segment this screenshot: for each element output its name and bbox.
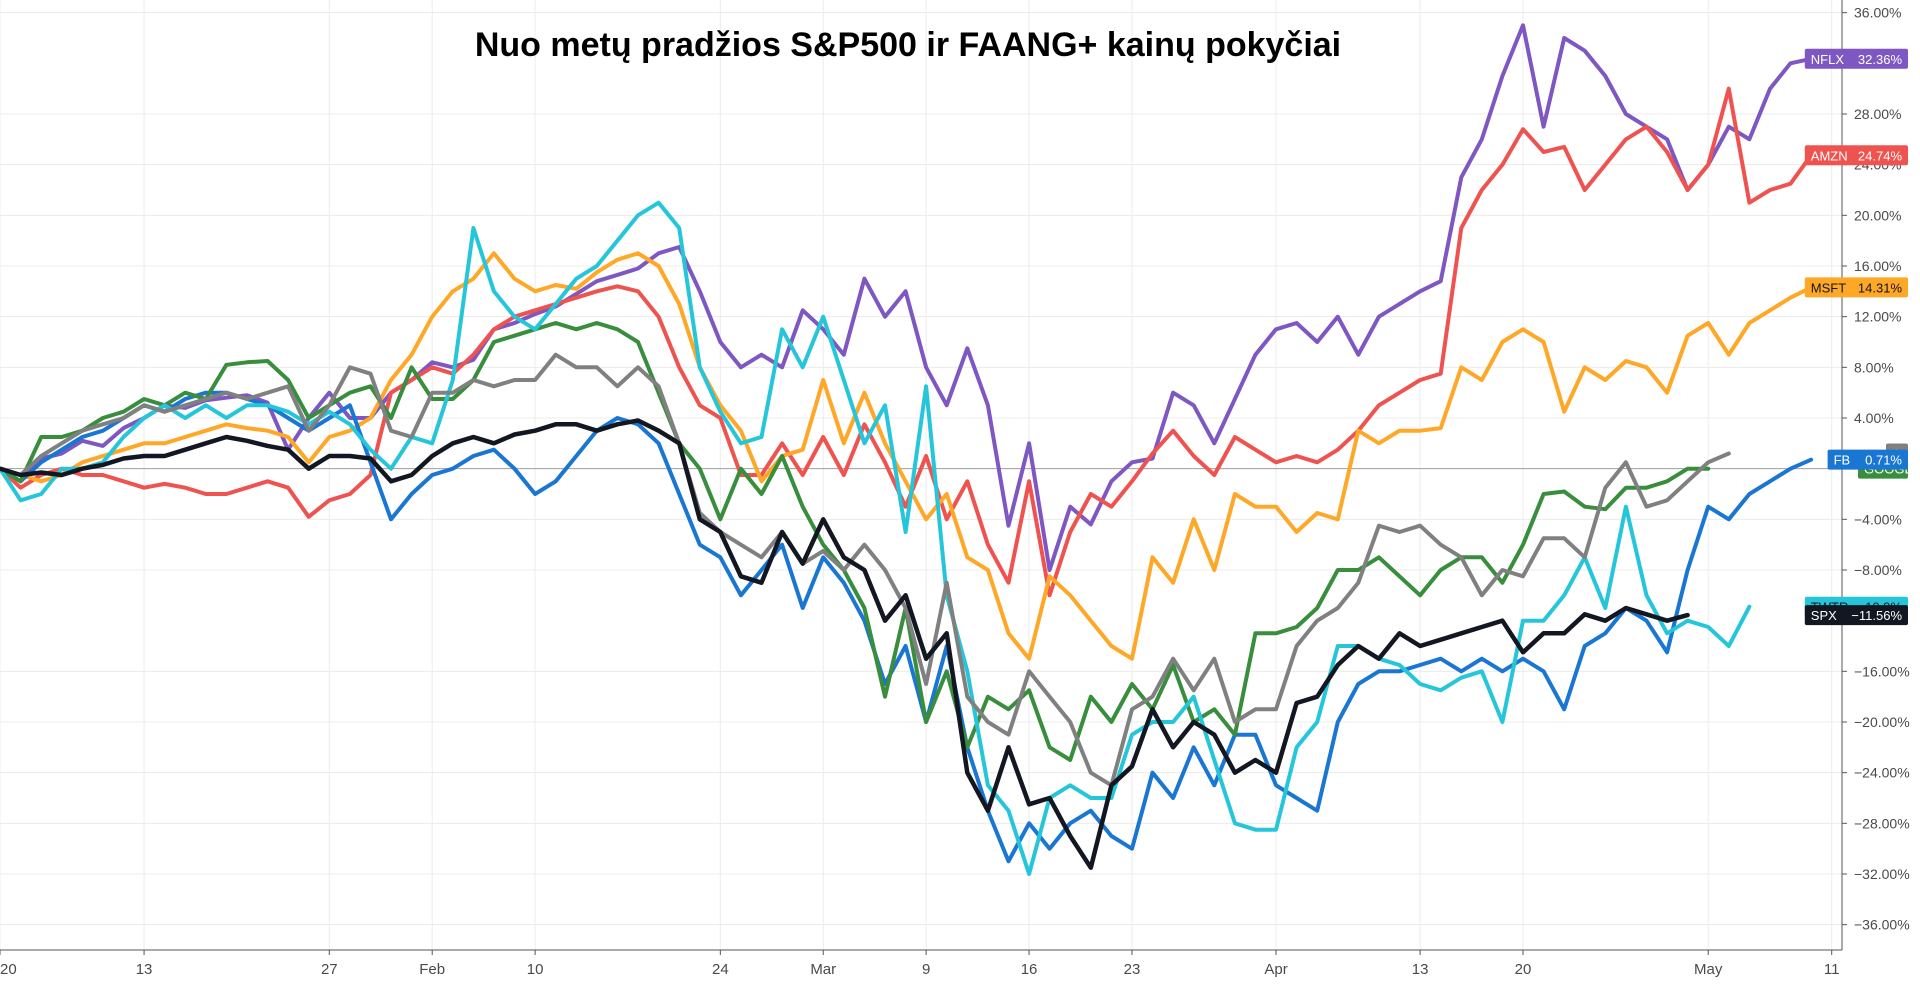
y-tick-label: −28.00% [1854, 815, 1910, 831]
value-tag-value: −11.56% [1851, 608, 1902, 623]
y-axis-ticks: 36.00%28.00%24.00%20.00%16.00%12.00%8.00… [1842, 5, 1910, 933]
x-tick-label: 23 [1124, 961, 1141, 978]
y-tick-label: 20.00% [1854, 207, 1901, 223]
x-tick-label: 2020 [0, 961, 17, 978]
value-tag-value: 0.71% [1865, 453, 1902, 468]
y-tick-label: 36.00% [1854, 5, 1901, 21]
x-tick-label: Apr [1264, 961, 1287, 978]
series-lines [0, 23, 1814, 876]
x-tick-label: 13 [1412, 961, 1429, 978]
x-tick-label: May [1694, 961, 1723, 978]
value-tag-name: SPX [1811, 608, 1837, 623]
value-tag-bg [1804, 605, 1908, 626]
y-tick-label: 12.00% [1854, 309, 1901, 325]
series-value-tags: NFLX32.36%AMZN24.74%MSFT14.31%GOOGLAFB0.… [1804, 48, 1912, 626]
series-line-nflx [0, 23, 1814, 572]
series-line-msft [0, 251, 1814, 661]
y-tick-label: −16.00% [1854, 663, 1910, 679]
value-tag-value: 14.31% [1858, 280, 1903, 295]
value-tag-value: 32.36% [1858, 52, 1903, 67]
value-tag-name: NFLX [1811, 52, 1845, 67]
x-tick-label: 20 [1515, 961, 1532, 978]
y-tick-label: −4.00% [1854, 511, 1902, 527]
x-tick-label: 16 [1021, 961, 1038, 978]
value-tag-bg [1827, 449, 1908, 470]
y-tick-label: −36.00% [1854, 917, 1910, 933]
x-tick-label: 9 [922, 961, 930, 978]
value-tag-bg [1804, 277, 1908, 298]
value-tag-name: AMZN [1811, 148, 1848, 163]
value-tag-nflx: NFLX 32.36% [1804, 48, 1908, 69]
grid [0, 0, 1842, 950]
value-tag-amzn: AMZN 24.74% [1804, 145, 1908, 166]
series-line-spx [0, 418, 1690, 870]
series-line-googl [0, 321, 1711, 762]
y-tick-label: 28.00% [1854, 106, 1901, 122]
y-tick-label: −24.00% [1854, 765, 1910, 781]
x-tick-label: Mar [810, 961, 836, 978]
series-line-fb [0, 390, 1814, 864]
chart-title: Nuo metų pradžios S&P500 ir FAANG+ kainų… [475, 26, 1341, 64]
value-tag-value: 24.74% [1858, 148, 1903, 163]
x-tick-label: 13 [136, 961, 153, 978]
x-tick-label: 11 [1824, 961, 1840, 978]
y-tick-label: 16.00% [1854, 258, 1901, 274]
y-tick-label: −8.00% [1854, 562, 1902, 578]
value-tag-msft: MSFT 14.31% [1804, 277, 1908, 298]
series-line-twtr [0, 200, 1752, 876]
series-line-amzn [0, 86, 1814, 598]
x-tick-label: Feb [419, 961, 445, 978]
value-tag-bg [1804, 48, 1908, 69]
value-tag-name: MSFT [1811, 280, 1846, 295]
x-axis-ticks: 2020 13 27 Feb 10 24 Mar 9 16 23 Apr 13 20 May 11 [0, 950, 1839, 978]
value-tag-name: FB [1834, 453, 1851, 468]
x-tick-label: 27 [321, 961, 338, 978]
y-tick-label: −32.00% [1854, 866, 1910, 882]
x-tick-label: 10 [527, 961, 544, 978]
value-tag-bg [1804, 145, 1908, 166]
y-tick-label: 8.00% [1854, 359, 1894, 375]
value-tag-fb: FB 0.71% [1827, 449, 1908, 470]
x-tick-label: 24 [712, 961, 729, 978]
y-tick-label: −20.00% [1854, 714, 1910, 730]
value-tag-spx: SPX −11.56% [1804, 605, 1908, 626]
series-line-aapl [0, 352, 1731, 788]
y-tick-label: 4.00% [1854, 410, 1894, 426]
